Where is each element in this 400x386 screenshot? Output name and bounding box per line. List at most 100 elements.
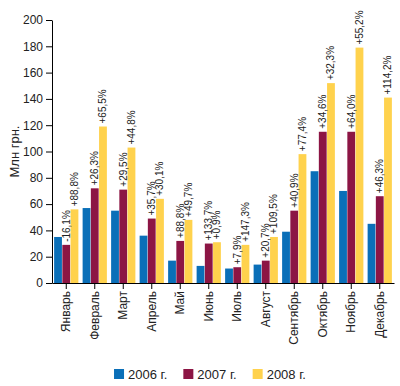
tick-label: 140 xyxy=(23,92,43,106)
tick: 0 xyxy=(36,276,52,290)
bar xyxy=(176,241,184,283)
tick: 180 xyxy=(23,40,52,54)
annotation: +88,8% xyxy=(69,172,80,206)
bar xyxy=(290,211,298,283)
bar xyxy=(299,154,307,283)
annotation: +0,9% xyxy=(211,210,222,239)
tick: Май xyxy=(173,283,187,315)
bar xyxy=(197,266,205,283)
legend-item: 2008 г. xyxy=(253,367,306,382)
tick-mark xyxy=(46,73,52,74)
tick: 40 xyxy=(30,224,52,238)
tick-mark xyxy=(46,178,52,179)
tick-mark xyxy=(208,283,209,289)
legend-swatch xyxy=(183,369,193,379)
annotation: +40,9% xyxy=(289,173,300,207)
bar xyxy=(356,48,364,283)
tick-mark xyxy=(46,20,52,21)
bar xyxy=(168,261,176,283)
bar xyxy=(148,219,156,283)
annotation: +109,5% xyxy=(268,194,279,234)
bar xyxy=(119,190,127,283)
tick: 160 xyxy=(23,66,52,80)
axis-line xyxy=(52,21,53,284)
tick: 120 xyxy=(23,119,52,133)
tick-mark xyxy=(94,283,95,289)
tick: 80 xyxy=(30,171,52,185)
legend-label: 2008 г. xyxy=(267,367,306,382)
tick-mark xyxy=(180,283,181,289)
tick-label: 160 xyxy=(23,66,43,80)
tick-mark xyxy=(46,152,52,153)
tick-label: 100 xyxy=(23,145,43,159)
tick: Март xyxy=(116,283,130,320)
bar xyxy=(376,196,384,283)
tick-mark xyxy=(46,230,52,231)
tick: 140 xyxy=(23,92,52,106)
tick-mark xyxy=(46,46,52,47)
bar xyxy=(140,236,148,283)
bar xyxy=(62,245,70,283)
annotation: +26,3% xyxy=(89,151,100,185)
tick-label: 60 xyxy=(30,197,44,211)
bar xyxy=(225,269,233,283)
tick-mark xyxy=(151,283,152,289)
bar xyxy=(311,171,319,283)
tick-label: 40 xyxy=(30,224,44,238)
plot: 020406080100120140160180200ЯнварьФевраль… xyxy=(23,10,395,344)
tick-label: Декабрь xyxy=(373,291,387,338)
legend-item: 2006 г. xyxy=(114,367,167,382)
series-bars xyxy=(71,48,392,283)
tick-label: 120 xyxy=(23,119,43,133)
legend-swatch xyxy=(114,369,124,379)
bars xyxy=(54,48,392,283)
tick-mark xyxy=(237,283,238,289)
tick-label: Май xyxy=(173,291,187,315)
bar xyxy=(262,261,270,283)
tick: Ноябрь xyxy=(344,283,358,333)
bar xyxy=(54,237,62,283)
bar xyxy=(233,267,241,283)
tick-label: Март xyxy=(116,291,130,320)
legend-item: 2007 г. xyxy=(183,367,236,382)
tick-label: 0 xyxy=(36,276,43,290)
tick-mark xyxy=(46,283,52,284)
bar xyxy=(83,208,91,283)
tick-label: 180 xyxy=(23,40,43,54)
annotation: +147,3% xyxy=(240,202,251,242)
bar xyxy=(347,132,355,283)
tick-mark xyxy=(351,283,352,289)
tick-label: 80 xyxy=(30,171,44,185)
bar xyxy=(205,244,213,283)
axis-line xyxy=(53,283,395,284)
tick: Сентябрь xyxy=(287,283,301,345)
tick-mark xyxy=(46,125,52,126)
annotation: +49,7% xyxy=(183,183,194,217)
annotation: +114,2% xyxy=(382,55,393,94)
bar xyxy=(339,191,347,283)
tick-label: Август xyxy=(259,291,273,328)
annotation: +29,5% xyxy=(118,152,129,186)
tick: Январь xyxy=(59,283,73,332)
annotation: +77,4% xyxy=(297,117,308,151)
tick-label: Сентябрь xyxy=(287,291,301,345)
tick: Октябрь xyxy=(316,283,330,338)
tick: 20 xyxy=(30,250,52,264)
annotation: +32,3% xyxy=(325,46,336,80)
series-bars xyxy=(62,132,383,283)
tick-mark xyxy=(46,257,52,258)
annotation: +44,8% xyxy=(126,110,137,144)
annotation: +30,1% xyxy=(154,162,165,196)
tick: Апрель xyxy=(145,283,159,332)
bar xyxy=(254,265,262,283)
annotation: +55,2% xyxy=(354,10,365,44)
tick: Февраль xyxy=(88,283,102,340)
bar xyxy=(319,132,327,283)
tick-label: Июнь xyxy=(202,291,216,322)
tick: Июнь xyxy=(202,283,216,322)
tick-label: Октябрь xyxy=(316,291,330,338)
bar xyxy=(99,127,107,283)
tick-label: Июль xyxy=(230,291,244,322)
bar xyxy=(213,242,221,283)
tick-mark xyxy=(123,283,124,289)
